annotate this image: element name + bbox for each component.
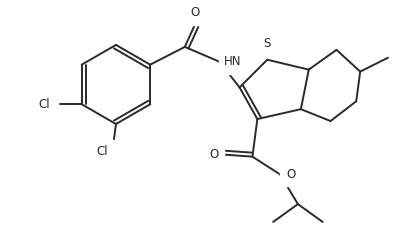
Text: HN: HN <box>225 55 242 68</box>
Text: O: O <box>190 6 199 19</box>
Text: O: O <box>286 168 295 181</box>
Text: O: O <box>210 148 219 161</box>
Text: Cl: Cl <box>38 98 50 111</box>
Text: S: S <box>263 37 271 50</box>
Text: Cl: Cl <box>96 145 108 158</box>
